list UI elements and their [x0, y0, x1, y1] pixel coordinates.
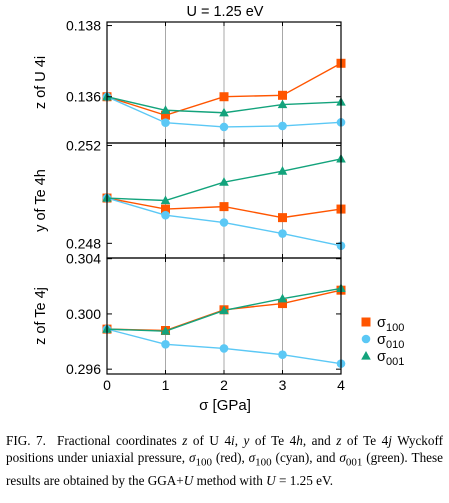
data-point: [219, 305, 229, 315]
legend-marker: [361, 351, 371, 360]
data-point: [278, 299, 287, 309]
legend-marker: [361, 317, 371, 327]
caption-sub: 001: [345, 456, 363, 469]
legend-item: σ010: [361, 332, 404, 351]
y-tick-label: 0.304: [66, 251, 101, 267]
x-tick-label: 1: [162, 377, 170, 393]
caption-text: of Te 4: [249, 433, 297, 448]
x-tick-label: 0: [103, 377, 111, 393]
caption-text: (red),: [211, 450, 249, 465]
data-point: [219, 122, 229, 132]
caption-sub: 100: [255, 456, 272, 469]
panel-2: 0.248 0.252 y of Te 4h: [33, 137, 346, 259]
data-point: [219, 202, 229, 212]
data-point: [278, 229, 287, 238]
y-tick-label: 0.252: [66, 137, 101, 153]
caption-var: U: [266, 472, 276, 488]
caption-var: h: [296, 433, 303, 448]
y-tick-label: 0.300: [66, 306, 101, 322]
caption-text: , and: [302, 433, 337, 448]
caption-var: i: [231, 433, 235, 448]
y-tick-label: 0.138: [66, 18, 101, 34]
data-point: [278, 350, 287, 359]
x-tick-label: 3: [279, 377, 287, 393]
caption-text: (green). These results are obtained by t…: [6, 450, 444, 488]
y-axis-label: z of Te 4j: [33, 287, 49, 345]
data-point: [277, 293, 288, 303]
legend-marker: [361, 334, 371, 344]
chart-title: U = 1.25 eV: [187, 4, 264, 20]
data-point: [161, 340, 170, 349]
caption-var: y: [243, 433, 250, 448]
data-point: [160, 326, 171, 335]
caption-text: of Te 4: [341, 433, 389, 448]
data-point: [277, 166, 288, 175]
data-point: [278, 121, 287, 131]
caption-text: = 1.25 eV.: [275, 472, 334, 488]
caption-text: method with: [193, 472, 267, 488]
y-axis-label: y of Te 4h: [33, 169, 49, 232]
legend-label: σ001: [377, 349, 404, 368]
y-tick-label: 0.248: [66, 235, 101, 251]
caption-var: z: [182, 433, 188, 448]
y-tick-label: 0.296: [66, 361, 101, 377]
x-tick-label: 4: [337, 377, 345, 393]
legend-item: σ001: [361, 349, 404, 368]
caption-sigma: σ: [339, 450, 346, 465]
data-point: [277, 99, 288, 109]
data-point: [161, 204, 170, 214]
data-point: [219, 92, 229, 102]
data-point: [160, 195, 171, 205]
data-point: [219, 218, 229, 227]
x-axis-label: σ [GPa]: [199, 397, 251, 414]
figure-caption: FIG. 7. Fractional coordinates z of U 4i…: [6, 432, 443, 489]
caption-sigma: σ: [248, 450, 256, 465]
caption-label: FIG. 7.: [6, 433, 46, 448]
caption-text: ,: [234, 433, 244, 448]
caption-text: of U 4: [187, 433, 232, 448]
caption-sub: 100: [195, 456, 212, 469]
data-point: [160, 105, 171, 114]
y-axis-label: z of U 4i: [33, 56, 49, 109]
y-tick-label: 0.136: [66, 89, 101, 105]
x-tick-labels: 0 1 2 3 4: [103, 377, 345, 393]
data-point: [161, 210, 170, 220]
legend-label: σ100: [377, 315, 404, 334]
x-tick-label: 2: [220, 377, 228, 393]
caption-text: (cyan), and: [271, 450, 340, 465]
caption-text: Fractional coordinates: [56, 433, 183, 448]
data-point: [278, 90, 287, 100]
legend-item: σ100: [361, 315, 404, 334]
caption-var: j: [388, 433, 392, 448]
data-point: [278, 213, 287, 223]
data-point: [219, 107, 229, 117]
data-point: [161, 118, 170, 128]
data-point: [219, 344, 229, 353]
panel-1: 0.136 0.138 z of U 4i: [33, 18, 346, 144]
caption-sigma: σ: [188, 450, 196, 465]
caption-text: Wyckoff positions under uniaxial pressur…: [6, 433, 444, 465]
legend-label: σ010: [377, 332, 404, 351]
caption-var: U: [183, 472, 194, 488]
panel-3: 0.296 0.300 0.304 z of Te 4j: [33, 251, 346, 377]
data-point: [219, 177, 229, 186]
caption-var: z: [336, 433, 342, 448]
data-point: [161, 110, 170, 120]
